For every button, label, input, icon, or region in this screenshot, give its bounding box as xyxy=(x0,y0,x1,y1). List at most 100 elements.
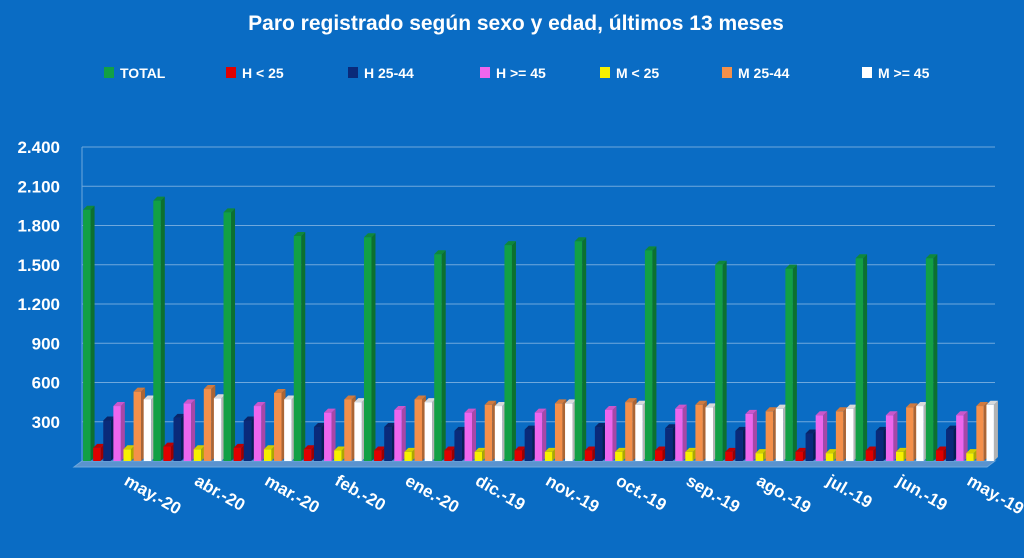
bar xyxy=(524,425,537,461)
bar-top xyxy=(504,241,516,246)
bar-side xyxy=(261,402,266,461)
bar-face xyxy=(825,453,834,461)
bar-face xyxy=(344,399,352,461)
bar xyxy=(665,424,677,461)
legend-swatch xyxy=(348,67,358,78)
x-axis: may.-20 abr.-20 mar.-20 feb.-20 ene.-20 dic.-… xyxy=(121,471,1024,519)
bar-top xyxy=(825,449,838,454)
x-tick-label: ago.-19 xyxy=(753,471,814,517)
bar-face xyxy=(644,250,653,461)
bar xyxy=(815,411,828,461)
bar xyxy=(193,445,206,461)
bar xyxy=(956,411,968,461)
bar xyxy=(394,405,406,461)
bar-side xyxy=(371,233,376,461)
bar xyxy=(885,411,898,461)
bar xyxy=(835,407,848,461)
bar xyxy=(363,233,376,461)
bar-face xyxy=(384,426,392,461)
bar-top xyxy=(956,411,968,416)
bar-face xyxy=(775,408,784,461)
legend-item: H >= 45 xyxy=(480,65,546,81)
bar-face xyxy=(815,415,824,461)
bar-side xyxy=(160,196,165,461)
bar xyxy=(695,400,707,461)
bar-face xyxy=(434,254,442,461)
legend-swatch xyxy=(722,67,732,78)
bar-side xyxy=(301,231,306,461)
bar-face xyxy=(755,453,764,461)
bar-top xyxy=(454,426,466,431)
legend-label: H 25-44 xyxy=(364,65,414,81)
bar-top xyxy=(655,446,667,451)
legend-item: M < 25 xyxy=(600,65,659,81)
bar-top xyxy=(896,447,908,452)
bar-side xyxy=(722,260,727,461)
bar-top xyxy=(805,429,818,434)
bar xyxy=(745,409,757,461)
bar-top xyxy=(284,395,296,400)
bar-top xyxy=(484,400,497,405)
bar xyxy=(414,395,426,461)
bar xyxy=(875,426,888,461)
bar-top xyxy=(434,250,446,255)
bar-face xyxy=(454,430,462,461)
bar xyxy=(313,422,326,461)
bar-top xyxy=(83,205,95,210)
bar-face xyxy=(263,449,272,461)
bar-face xyxy=(223,212,232,461)
bar-face xyxy=(163,446,171,461)
bar xyxy=(855,254,868,461)
bar-face xyxy=(574,241,583,461)
bar-face xyxy=(956,415,964,461)
bar-top xyxy=(785,264,797,269)
legend-label: M 25-44 xyxy=(738,65,790,81)
bar-face xyxy=(675,408,683,461)
bar xyxy=(514,446,527,461)
bar xyxy=(324,408,336,461)
bar xyxy=(183,399,196,461)
bar xyxy=(384,422,396,461)
bar-face xyxy=(534,412,543,461)
bar-top xyxy=(93,443,105,448)
y-tick-label: 1.200 xyxy=(17,295,60,314)
bar-top xyxy=(424,398,437,403)
bar-top xyxy=(253,402,266,407)
bar xyxy=(474,447,487,461)
bar xyxy=(303,445,316,461)
bar-top xyxy=(635,400,647,405)
bar xyxy=(434,250,446,461)
chart-title: Paro registrado según sexo y edad, últim… xyxy=(248,12,784,35)
bar-top xyxy=(243,416,256,421)
bar-top xyxy=(113,402,125,407)
bar xyxy=(484,400,497,461)
bar xyxy=(554,399,567,461)
bar-top xyxy=(925,254,938,259)
legend-swatch xyxy=(226,67,236,78)
legend-item: TOTAL xyxy=(104,65,166,81)
bar-side xyxy=(752,409,757,461)
bar-side xyxy=(120,402,125,461)
x-tick-label: mar.-20 xyxy=(262,471,323,517)
bar xyxy=(906,403,918,461)
bar-top xyxy=(233,443,246,448)
bar-side xyxy=(792,264,797,461)
bar-top xyxy=(263,445,276,450)
y-tick-label: 2.400 xyxy=(17,138,60,157)
bar-top xyxy=(845,404,858,409)
bar xyxy=(113,402,125,461)
bar-top xyxy=(193,445,206,450)
bar-top xyxy=(274,388,286,393)
bar-face xyxy=(394,409,402,461)
bar-face xyxy=(123,449,131,461)
bar xyxy=(534,408,547,461)
bar-face xyxy=(715,264,723,461)
bar xyxy=(715,260,727,461)
bar-face xyxy=(735,430,743,461)
bar-face xyxy=(584,450,593,461)
bar-face xyxy=(173,417,181,461)
bar-face xyxy=(293,235,302,461)
bar-side xyxy=(191,399,196,461)
bar-top xyxy=(795,447,807,452)
bar-side xyxy=(441,250,446,461)
